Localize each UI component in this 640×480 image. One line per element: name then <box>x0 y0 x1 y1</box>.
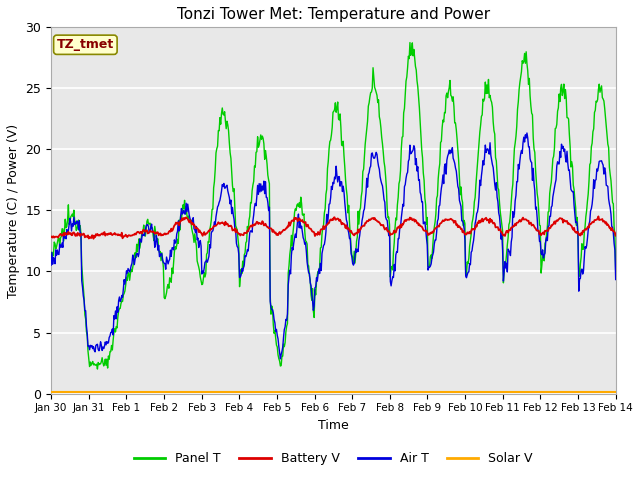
X-axis label: Time: Time <box>318 419 349 432</box>
Y-axis label: Temperature (C) / Power (V): Temperature (C) / Power (V) <box>7 123 20 298</box>
Legend: Panel T, Battery V, Air T, Solar V: Panel T, Battery V, Air T, Solar V <box>129 447 538 470</box>
Text: TZ_tmet: TZ_tmet <box>57 38 114 51</box>
Title: Tonzi Tower Met: Temperature and Power: Tonzi Tower Met: Temperature and Power <box>177 7 490 22</box>
